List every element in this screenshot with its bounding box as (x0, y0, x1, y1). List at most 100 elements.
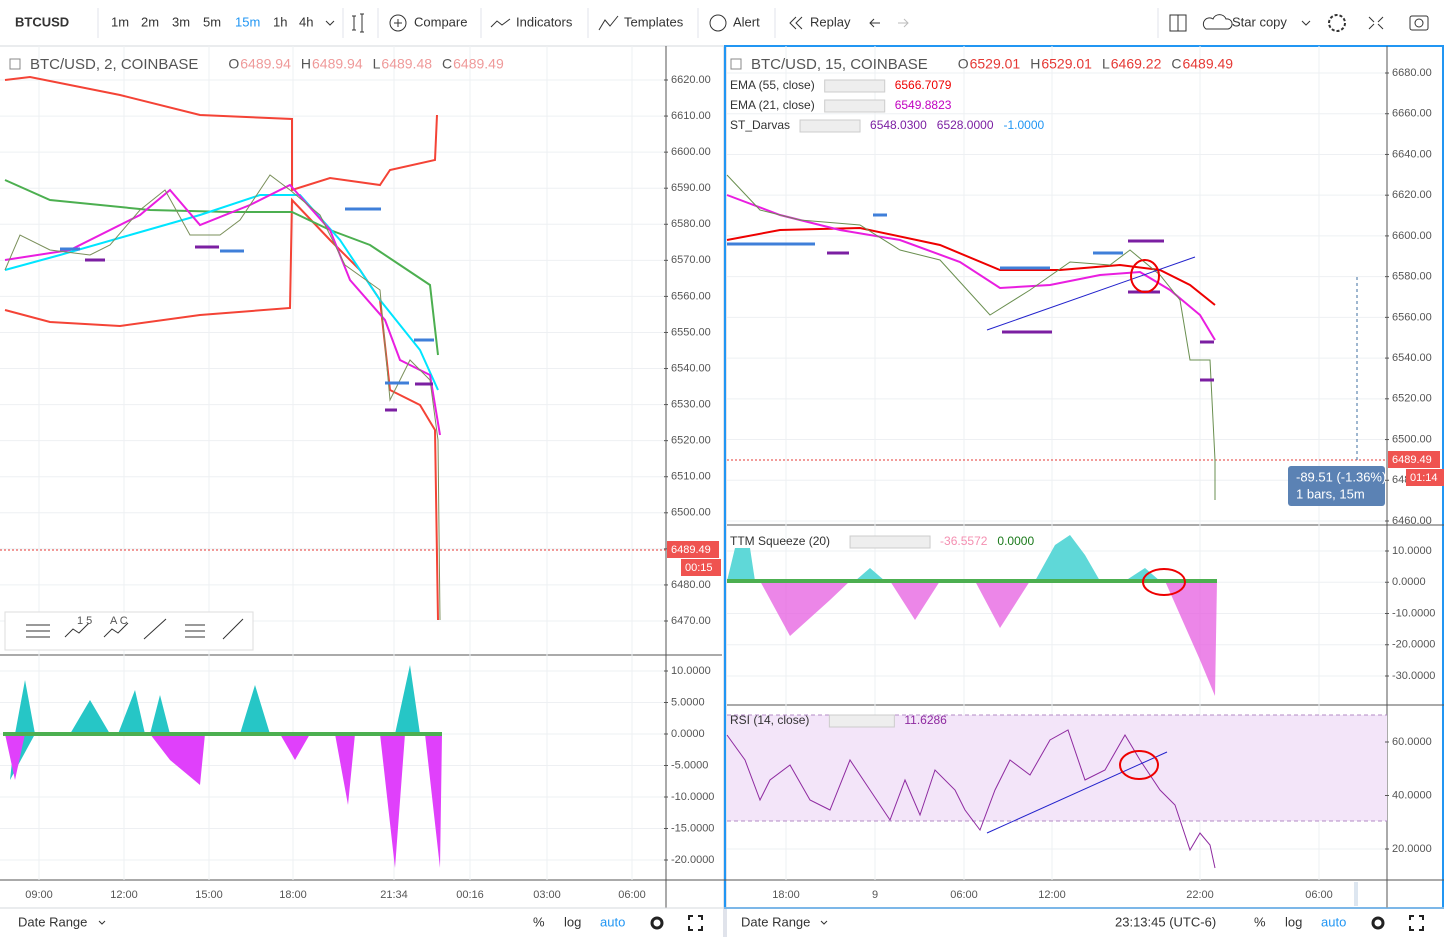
tool-label[interactable]: A C (110, 615, 128, 627)
bottom-log[interactable]: log (1285, 914, 1302, 929)
band-upper (4, 75, 438, 192)
caret[interactable] (325, 20, 335, 26)
rsi-band (727, 715, 1387, 821)
study-value: -1.0000 (1004, 118, 1045, 132)
price (4, 174, 441, 621)
price-label: -10.0000 (1392, 607, 1435, 619)
ohlc-value: 6489.49 (453, 56, 504, 72)
bottom-date-range[interactable]: Date Range (741, 914, 810, 929)
countdown-bg (1406, 469, 1444, 486)
layout-name[interactable]: Star copy (1232, 14, 1287, 29)
bottom-auto[interactable]: auto (600, 914, 625, 929)
interval[interactable]: 4h (299, 14, 313, 29)
price-label: 6680.00 (1392, 67, 1432, 79)
caret[interactable] (98, 920, 828, 925)
price-label: 6600.00 (1392, 230, 1432, 242)
price-label: 6530.00 (671, 399, 711, 411)
chart-type-icon[interactable] (352, 13, 364, 33)
price-label: 6520.00 (1392, 393, 1432, 405)
settings[interactable] (1371, 916, 1385, 930)
bottom-percent[interactable]: % (533, 914, 545, 929)
indicators-icon[interactable] (490, 18, 511, 28)
time-label: 18:00 (772, 889, 800, 901)
ohlc-key: L (373, 56, 381, 72)
interval[interactable]: 1m (111, 14, 129, 29)
caret[interactable] (1301, 20, 1311, 26)
study-buttons[interactable] (824, 99, 886, 113)
price-label: 6590.00 (671, 182, 711, 194)
compare[interactable]: Compare (414, 14, 467, 29)
collapse[interactable] (9, 58, 21, 70)
ohlc-value: 6489.94 (240, 56, 291, 72)
ohlc-key: O (958, 56, 969, 72)
time-label: 9 (872, 889, 878, 901)
countdown: 00:15 (685, 562, 713, 574)
price-label: 6640.00 (1392, 148, 1432, 160)
price-label: 6480.00 (671, 579, 711, 591)
trendline (986, 256, 1196, 331)
ohlc-key: O (228, 56, 239, 72)
study-buttons[interactable] (799, 119, 861, 133)
bottom-log[interactable]: log (564, 914, 581, 929)
price-label: 40.0000 (1392, 789, 1432, 801)
drawing-icons[interactable] (26, 618, 244, 640)
study-buttons[interactable] (849, 535, 931, 549)
price-label: -5.0000 (671, 759, 708, 771)
interval[interactable]: 15m (235, 14, 260, 29)
time-label: 15:00 (195, 889, 223, 901)
templates[interactable]: Templates (624, 14, 684, 29)
ma-cyan (4, 194, 439, 391)
settings[interactable] (650, 916, 664, 930)
study-buttons[interactable] (828, 714, 895, 728)
study-name: ST_Darvas (730, 118, 790, 132)
compare-icon[interactable] (394, 19, 402, 27)
study-value: 6528.0000 (937, 118, 994, 132)
templates-icon[interactable] (598, 15, 619, 31)
settings[interactable] (1328, 14, 1346, 32)
snapshot[interactable] (1409, 15, 1429, 31)
price-label: 6470.00 (671, 615, 711, 627)
symbol[interactable]: BTCUSD (15, 14, 69, 29)
fullscreen[interactable] (1368, 16, 1384, 30)
compare-icon[interactable] (389, 14, 407, 32)
price-label: 6570.00 (671, 254, 711, 266)
ema55 (726, 226, 1216, 306)
redo[interactable] (898, 18, 909, 28)
annotation (1130, 259, 1160, 293)
ohlc-key: C (1171, 56, 1181, 72)
price-label: 6540.00 (671, 362, 711, 374)
ohlc-value: 6529.01 (1041, 56, 1092, 72)
bottom-percent[interactable]: % (1254, 914, 1266, 929)
rsi-line (726, 729, 1216, 869)
cloud-icon[interactable] (1202, 14, 1233, 30)
price-label: 6520.00 (671, 435, 711, 447)
alert[interactable]: Alert (733, 14, 760, 29)
price-label: 6580.00 (671, 218, 711, 230)
study-value: -36.5572 (940, 534, 988, 548)
time-label: 21:34 (380, 889, 408, 901)
study-value: 6549.8823 (895, 98, 952, 112)
interval[interactable]: 1h (273, 14, 287, 29)
indicators[interactable]: Indicators (516, 14, 573, 29)
study-buttons[interactable] (824, 79, 886, 93)
collapse[interactable] (730, 58, 742, 70)
bottom-auto[interactable]: auto (1321, 914, 1346, 929)
osc-negative (5, 734, 442, 868)
price-label: -20.0000 (1392, 639, 1435, 651)
interval[interactable]: 3m (172, 14, 190, 29)
tool-label[interactable]: 1 5 (77, 615, 92, 627)
alert-icon[interactable] (709, 14, 727, 32)
bottom-date-range[interactable]: Date Range (18, 914, 87, 929)
interval[interactable]: 2m (141, 14, 159, 29)
replay-icon[interactable] (789, 16, 803, 30)
drawing-icons[interactable] (64, 622, 129, 638)
interval[interactable]: 5m (203, 14, 221, 29)
undo[interactable] (869, 18, 880, 28)
ohlc-key: H (301, 56, 311, 72)
price-label: 0.0000 (671, 728, 705, 740)
price-label: -30.0000 (1392, 670, 1435, 682)
price-label: 6580.00 (1392, 271, 1432, 283)
fullscreen[interactable] (688, 915, 1424, 931)
darvas-top (60, 207, 434, 385)
replay[interactable]: Replay (810, 14, 851, 29)
